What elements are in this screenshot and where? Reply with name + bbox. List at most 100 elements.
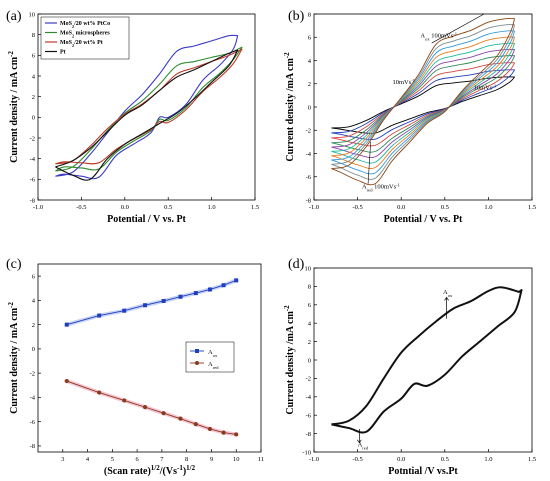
- legend-label: MoS2 microspheres: [60, 31, 110, 39]
- y-tick-label: -4: [30, 156, 36, 163]
- y-tick-label: -8: [306, 197, 311, 204]
- legend-marker: [195, 349, 199, 353]
- y-tick-label: -6: [30, 177, 36, 184]
- x-tick-label: 6: [135, 456, 139, 463]
- y-tick-label: -8: [30, 197, 35, 204]
- y-tick-label: -8: [306, 431, 311, 438]
- x-tick-label: 1.5: [251, 204, 259, 211]
- x-tick-label: 1.0: [208, 204, 216, 211]
- x-tick-label: 0.5: [441, 456, 449, 463]
- y-tick-label: -8: [30, 443, 35, 450]
- x-tick-label: 5: [111, 456, 114, 463]
- y-tick-label: 0: [308, 104, 311, 111]
- x-axis-label: Potential / V vs. Pt: [384, 214, 463, 225]
- x-tick-label: 8: [185, 456, 188, 463]
- data-point: [97, 390, 102, 395]
- arrow-ox: [431, 13, 485, 44]
- x-tick-label: 0.5: [164, 204, 172, 211]
- data-point: [193, 291, 198, 296]
- legend-label: Ared: [208, 361, 219, 370]
- x-tick-label: 0.5: [441, 204, 449, 211]
- y-tick-label: -6: [30, 419, 36, 426]
- y-tick-label: 8: [308, 284, 311, 291]
- x-tick-label: 9: [210, 456, 213, 463]
- y-tick-label: 6: [32, 53, 36, 60]
- data-point: [221, 283, 226, 288]
- y-tick-label: 4: [308, 58, 312, 65]
- legend-marker: [195, 361, 199, 365]
- annotation: 10mVs-1: [392, 77, 415, 86]
- data-point: [178, 416, 183, 421]
- panel-label: (b): [288, 9, 305, 24]
- legend-label: Aox: [208, 349, 218, 358]
- data-point: [122, 308, 127, 313]
- y-tick-label: -2: [30, 370, 35, 377]
- y-axis-label: Current density / mA cm-2: [7, 302, 20, 414]
- fit-band-0: [64, 278, 239, 327]
- y-tick-label: 10: [29, 11, 36, 18]
- cv-curve-0: [331, 76, 516, 134]
- cv-curve-2: [331, 62, 516, 147]
- data-point: [97, 313, 102, 318]
- x-tick-label: 7: [160, 456, 164, 463]
- plot-frame: [37, 263, 262, 453]
- plot-frame: [313, 13, 533, 201]
- x-tick-label: 1.0: [484, 204, 492, 211]
- y-tick-label: -2: [306, 128, 311, 135]
- x-tick-label: 0.0: [397, 204, 405, 211]
- fit-band-1: [64, 379, 239, 437]
- x-axis-label: (Scan rate)1/2/(Vs-1)1/2: [104, 464, 196, 477]
- x-tick-label: 1.5: [528, 456, 536, 463]
- x-tick-label: -0.5: [352, 204, 362, 211]
- y-tick-label: 6: [308, 35, 312, 42]
- y-tick-label: -6: [306, 413, 312, 420]
- y-tick-label: 4: [32, 298, 36, 305]
- y-tick-label: 10: [305, 265, 312, 272]
- x-tick-label: -1.0: [33, 204, 43, 211]
- x-axis-label: Potential / V vs. Pt: [107, 214, 186, 225]
- data-point: [221, 430, 226, 435]
- x-tick-label: -1.0: [309, 456, 319, 463]
- panel-d: -1.0 -0.5 0.0 0.5 1.0 1.5 -10 -8 -6 -4 -2 0 2 4 6 8 10(d…: [283, 257, 536, 477]
- x-tick-label: -1.0: [309, 204, 319, 211]
- y-tick-label: -2: [30, 135, 35, 142]
- arrow-red-head: [357, 439, 362, 444]
- x-tick-label: 0.0: [121, 204, 129, 211]
- cv-curve-2: [55, 48, 243, 165]
- cv-curve-9: [331, 17, 516, 186]
- x-tick-label: 1.5: [528, 204, 536, 211]
- cv-curve-0: [55, 34, 239, 180]
- y-axis-label: Current density /mA cm-2: [283, 52, 296, 162]
- y-tick-label: 4: [32, 73, 36, 80]
- annotation: 10mVs-1: [474, 83, 497, 92]
- legend-label: MoS2/20 wt% PtCo: [60, 21, 110, 29]
- panel-a: -1.0 -0.5 0.0 0.5 1.0 1.5 -8 -6 -4 -2 0 2 4 6 8 10 (a) Cu…: [6, 9, 259, 225]
- y-tick-label: 6: [308, 302, 312, 309]
- data-point: [161, 298, 166, 303]
- series-line-0: [66, 279, 237, 326]
- x-tick-label: 3: [61, 456, 64, 463]
- y-tick-label: 2: [32, 94, 35, 101]
- y-tick-label: -6: [306, 174, 312, 181]
- y-tick-label: 0: [308, 357, 311, 364]
- x-tick-label: 10: [233, 456, 240, 463]
- series-line-1: [66, 380, 237, 435]
- x-tick-label: -0.5: [352, 456, 362, 463]
- arrow-red: [367, 141, 371, 184]
- y-tick-label: -2: [306, 376, 311, 383]
- y-axis-label: Current density / mA cm-2: [7, 51, 20, 163]
- panel-label: (a): [6, 9, 22, 24]
- y-tick-label: 0: [32, 346, 35, 353]
- plot-frame: [37, 13, 256, 201]
- data-point: [234, 278, 239, 283]
- y-tick-label: 6: [32, 273, 36, 280]
- legend-box: [185, 341, 235, 373]
- y-tick-label: -4: [306, 151, 312, 158]
- x-axis-label: Potntial /V vs.Pt: [388, 466, 458, 477]
- panel-label: (d): [288, 257, 305, 272]
- arrow-ox-head: [444, 296, 449, 301]
- legend-label: Pt: [60, 50, 66, 56]
- plot-frame: [313, 267, 533, 453]
- y-tick-label: 4: [308, 321, 312, 328]
- y-tick-label: 8: [308, 11, 311, 18]
